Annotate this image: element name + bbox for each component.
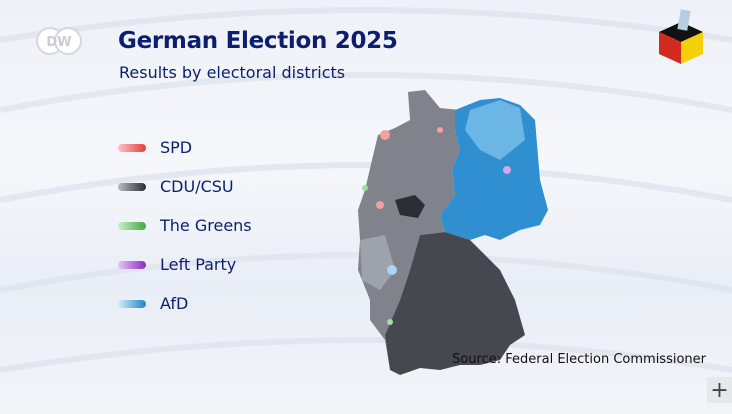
region-ruhr-cdu [395, 195, 425, 218]
page-subtitle: Results by electoral districts [119, 63, 346, 82]
district-greens [387, 319, 393, 325]
left-party-swatch [118, 260, 146, 269]
region-south-cdu [385, 232, 525, 375]
cdu-csu-swatch [118, 182, 146, 191]
ballot-box-icon [659, 9, 703, 64]
greens-swatch [118, 221, 146, 230]
legend-label: AfD [160, 294, 189, 313]
region-southwest-light [360, 235, 395, 290]
district-greens [362, 185, 368, 191]
district-spd [380, 130, 390, 140]
district-left [503, 166, 511, 174]
legend-item-greens: The Greens [118, 206, 252, 245]
page-title: German Election 2025 [118, 28, 398, 54]
legend: SPD CDU/CSU The Greens Left Party AfD [118, 128, 252, 323]
spd-swatch [118, 143, 146, 152]
source-credit: Source: Federal Election Commissioner [452, 352, 706, 367]
legend-label: SPD [160, 138, 193, 157]
dw-logo: DW [36, 27, 82, 55]
legend-label: Left Party [160, 255, 237, 274]
legend-item-left-party: Left Party [118, 245, 252, 284]
legend-item-afd: AfD [118, 284, 252, 323]
afd-swatch [118, 299, 146, 308]
district-afd-light [387, 265, 397, 275]
legend-label: The Greens [160, 216, 252, 235]
district-spd [437, 127, 443, 133]
svg-text:DW: DW [46, 35, 71, 50]
legend-label: CDU/CSU [160, 177, 234, 196]
legend-item-spd: SPD [118, 128, 252, 167]
expand-button[interactable]: + [707, 377, 732, 403]
region-west-cdu [358, 90, 460, 370]
district-spd [376, 201, 384, 209]
region-east-north-afd-light [465, 100, 525, 160]
legend-item-cdu-csu: CDU/CSU [118, 167, 252, 206]
